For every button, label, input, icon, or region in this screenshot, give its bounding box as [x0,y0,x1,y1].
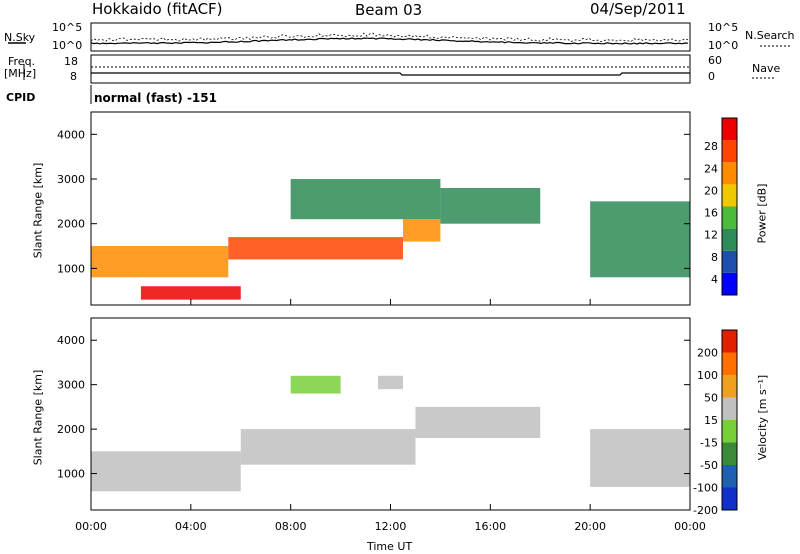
colorbar-cell [722,251,737,273]
power-band-2 [228,237,403,259]
colorbar-tick-label: 24 [704,162,718,175]
colorbar-cell [722,420,737,443]
colorbar-tick-label: 15 [704,414,718,427]
noise-panel-frame [91,23,690,51]
noise-sky-trace [91,38,688,44]
colorbar-tick-label: 8 [711,251,718,264]
noise-search-trace [91,33,688,42]
velocity-band-5 [590,429,690,487]
colorbar-cell [722,273,737,295]
colorbar-cell [722,162,737,184]
colorbar-cell [722,443,737,466]
colorbar-cell [722,118,737,140]
xtick-label: 20:00 [574,520,606,533]
colorbar-tick-label: -50 [700,459,718,472]
colorbar-tick-label: 100 [697,369,718,382]
power-band-5 [440,188,540,224]
ytick-label: 2000 [57,423,85,436]
colorbar-tick-label: 50 [704,392,718,405]
colorbar-cell [722,398,737,421]
xtick-label: 16:00 [474,520,506,533]
xtick-label: 04:00 [175,520,207,533]
power-band-1 [141,286,241,299]
colorbar-tick-label: -15 [700,437,718,450]
colorbar-cell [722,330,737,353]
power-heatmap [91,179,690,300]
colorbar-cell [722,229,737,251]
colorbar-cell [722,353,737,376]
colorbar-cell [722,140,737,162]
ytick-label: 2000 [57,218,85,231]
colorbar-tick-label: 28 [704,140,718,153]
freq-trace [91,73,690,75]
power-band-4 [291,179,441,219]
velocity-band-0 [91,451,241,491]
colorbar-tick-label: 16 [704,207,718,220]
velocity-heatmap [91,376,690,492]
colorbar-cell [722,488,737,511]
power-band-0 [91,246,228,277]
power-band-3 [403,219,440,241]
ytick-label: 1000 [57,262,85,275]
colorbar-tick-label: -100 [693,482,718,495]
colorbar-tick-label: 20 [704,184,718,197]
velocity-band-1 [241,429,416,465]
xtick-label: 00:00 [75,520,107,533]
velocity-band-2 [291,376,341,394]
ytick-label: 4000 [57,334,85,347]
colorbar-tick-label: 4 [711,273,718,286]
freq-panel-frame [91,55,690,83]
colorbar-tick-label: 12 [704,229,718,242]
colorbar-tick-label: -200 [693,504,718,517]
ytick-label: 3000 [57,173,85,186]
colorbar-tick-label: 200 [697,347,718,360]
ytick-label: 4000 [57,128,85,141]
velocity-band-4 [415,407,540,438]
velocity-band-3 [378,376,403,389]
colorbar-cell [722,375,737,398]
power-band-6 [590,201,690,277]
xtick-label: 00:00 [674,520,706,533]
xtick-label: 08:00 [275,520,307,533]
ytick-label: 1000 [57,468,85,481]
colorbar-cell [722,184,737,206]
colorbar-cell [722,465,737,488]
xtick-label: 12:00 [375,520,407,533]
ytick-label: 3000 [57,379,85,392]
colorbar-cell [722,207,737,229]
